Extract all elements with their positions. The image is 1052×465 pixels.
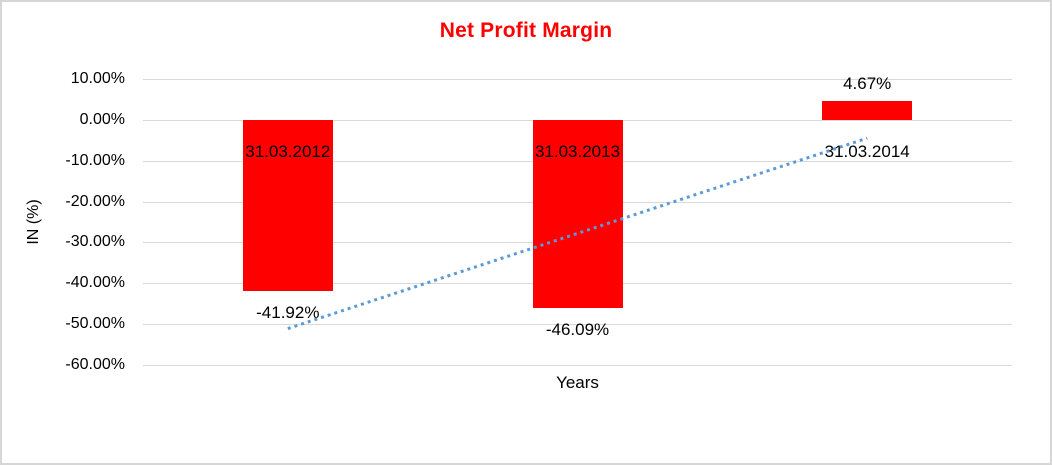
category-label: 31.03.2012	[245, 141, 331, 161]
x-axis-title: Years	[556, 373, 599, 392]
category-label: 31.03.2014	[824, 141, 910, 161]
value-label: -46.09%	[545, 320, 610, 340]
gridline	[143, 365, 1012, 366]
y-tick-label: -50.00%	[65, 315, 125, 333]
y-tick-label: -20.00%	[65, 192, 125, 210]
y-tick-label: -30.00%	[65, 233, 125, 251]
y-tick-label: -10.00%	[65, 151, 125, 169]
y-tick-label: -40.00%	[65, 274, 125, 292]
y-tick-label: -60.00%	[65, 356, 125, 373]
value-label: 4.67%	[843, 73, 892, 93]
category-label: 31.03.2013	[534, 141, 621, 161]
gridline	[143, 79, 1012, 80]
y-tick-label: 0.00%	[79, 110, 125, 128]
y-axis-title: IN (%)	[25, 199, 42, 245]
y-tick-label: 10.00%	[70, 70, 125, 87]
chart-title: Net Profit Margin	[439, 19, 613, 42]
value-label: -41.92%	[256, 303, 320, 323]
bar-31.03.2014	[822, 100, 913, 120]
